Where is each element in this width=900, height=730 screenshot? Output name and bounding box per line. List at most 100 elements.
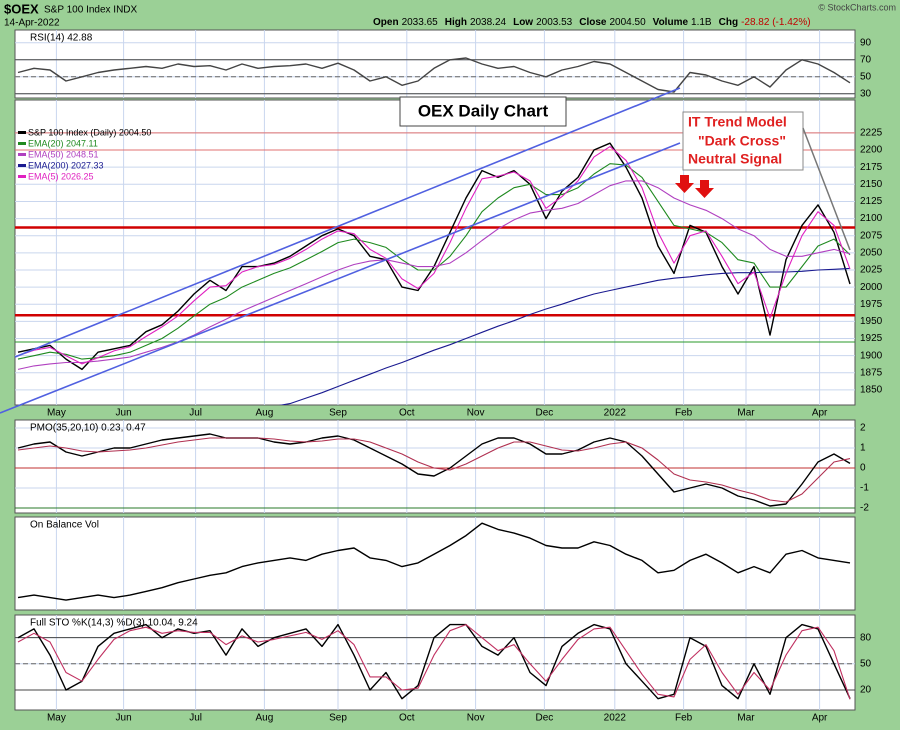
panel-label: Full STO %K(14,3) %D(3) 10.04, 9.24 xyxy=(30,618,198,629)
panel-label: PMO(35,20,10) 0.23, 0.47 xyxy=(30,423,146,434)
series-line xyxy=(17,57,851,93)
x-tick-label: Jun xyxy=(116,408,132,419)
legend-swatch xyxy=(18,142,26,145)
y-tick-label: 50 xyxy=(860,71,872,82)
y-tick-label: 2050 xyxy=(860,247,883,258)
y-tick-label: 1850 xyxy=(860,385,883,396)
series-line xyxy=(17,433,851,507)
y-tick-label: 70 xyxy=(860,54,872,65)
y-tick-label: 80 xyxy=(860,632,872,643)
y-tick-label: 2000 xyxy=(860,282,883,293)
quote-value: 1.1B xyxy=(691,17,712,28)
panel xyxy=(14,614,856,711)
legend-label: EMA(5) 2026.25 xyxy=(28,171,94,181)
y-tick-label: 50 xyxy=(860,658,872,669)
quote-value: 2033.65 xyxy=(402,17,439,28)
pointer-line xyxy=(802,127,851,251)
y-tick-label: -1 xyxy=(860,483,869,494)
y-tick-label: 90 xyxy=(860,37,872,48)
legend-swatch xyxy=(18,175,26,178)
panel xyxy=(14,419,856,514)
y-tick-label: -2 xyxy=(860,503,869,514)
x-tick-label: Aug xyxy=(256,713,274,724)
quote-label: Close xyxy=(579,17,607,28)
series-line xyxy=(17,623,851,700)
series-line xyxy=(17,163,851,360)
y-tick-label: 1975 xyxy=(860,299,883,310)
series-line xyxy=(17,146,851,365)
x-tick-label: Nov xyxy=(467,713,485,724)
y-tick-label: 1 xyxy=(860,443,866,454)
x-tick-label: Jul xyxy=(189,408,202,419)
x-tick-label: May xyxy=(47,713,66,724)
x-tick-label: 2022 xyxy=(604,713,627,724)
y-tick-label: 0 xyxy=(860,463,866,474)
legend-label: S&P 100 Index (Daily) 2004.50 xyxy=(28,127,151,137)
quote-label: Chg xyxy=(719,17,738,28)
x-tick-label: Oct xyxy=(399,408,415,419)
x-tick-label: Oct xyxy=(399,713,415,724)
x-tick-label: Nov xyxy=(467,408,485,419)
quote-value: 2004.50 xyxy=(609,17,646,28)
date: 14-Apr-2022 xyxy=(4,18,60,29)
x-tick-label: Mar xyxy=(737,713,755,724)
signal-text: IT Trend Model xyxy=(688,114,787,130)
y-tick-label: 2025 xyxy=(860,265,883,276)
trend-line xyxy=(0,142,681,414)
x-tick-label: 2022 xyxy=(604,408,627,419)
legend-label: EMA(50) 2048.51 xyxy=(28,149,99,159)
series-line xyxy=(278,267,851,405)
y-tick-label: 2 xyxy=(860,423,866,434)
symbol: $OEX xyxy=(4,1,39,16)
quote-value: 2038.24 xyxy=(470,17,507,28)
x-tick-label: Dec xyxy=(536,408,554,419)
quote: Open 2033.65 High 2038.24 Low 2003.53 Close 200… xyxy=(373,17,811,28)
quote-label: High xyxy=(445,17,467,28)
chart-title: OEX Daily Chart xyxy=(418,101,549,120)
quote-value: -28.82 (-1.42%) xyxy=(741,17,810,28)
watermark: © StockCharts.com xyxy=(818,2,896,12)
x-tick-label: Jul xyxy=(189,713,202,724)
y-tick-label: 2125 xyxy=(860,196,883,207)
x-tick-label: Sep xyxy=(329,713,347,724)
x-tick-label: Apr xyxy=(812,713,828,724)
x-tick-label: Mar xyxy=(737,408,755,419)
series-line xyxy=(17,624,851,700)
y-tick-label: 1925 xyxy=(860,333,883,344)
red-arrow xyxy=(695,180,714,198)
index-name: S&P 100 Index INDX xyxy=(44,5,138,16)
quote-label: Open xyxy=(373,17,399,28)
x-tick-label: Feb xyxy=(675,408,693,419)
legend-swatch xyxy=(18,131,26,134)
signal-text: "Dark Cross" xyxy=(698,133,786,149)
y-tick-label: 30 xyxy=(860,88,872,99)
y-tick-label: 1950 xyxy=(860,316,883,327)
legend-swatch xyxy=(18,153,26,156)
panel xyxy=(14,516,856,611)
signal-text: Neutral Signal xyxy=(688,151,782,167)
legend-swatch xyxy=(18,164,26,167)
series-line xyxy=(17,437,851,503)
x-tick-label: Dec xyxy=(536,713,554,724)
quote-label: Low xyxy=(513,17,533,28)
x-tick-label: May xyxy=(47,408,66,419)
y-tick-label: 20 xyxy=(860,685,872,696)
x-tick-label: Apr xyxy=(812,408,828,419)
x-tick-label: Aug xyxy=(256,408,274,419)
signal-box xyxy=(682,111,804,171)
y-tick-label: 2200 xyxy=(860,145,883,156)
y-tick-label: 2175 xyxy=(860,162,883,173)
trend-line xyxy=(14,87,681,358)
y-tick-label: 1875 xyxy=(860,367,883,378)
panel xyxy=(14,29,856,99)
y-tick-label: 2075 xyxy=(860,230,883,241)
y-tick-label: 2225 xyxy=(860,128,883,139)
panel-label: RSI(14) 42.88 xyxy=(30,33,93,44)
quote-value: 2003.53 xyxy=(536,17,573,28)
x-tick-label: Sep xyxy=(329,408,347,419)
title-box xyxy=(399,96,567,127)
y-tick-label: 2100 xyxy=(860,213,883,224)
series-line xyxy=(17,180,851,370)
y-tick-label: 2150 xyxy=(860,179,883,190)
